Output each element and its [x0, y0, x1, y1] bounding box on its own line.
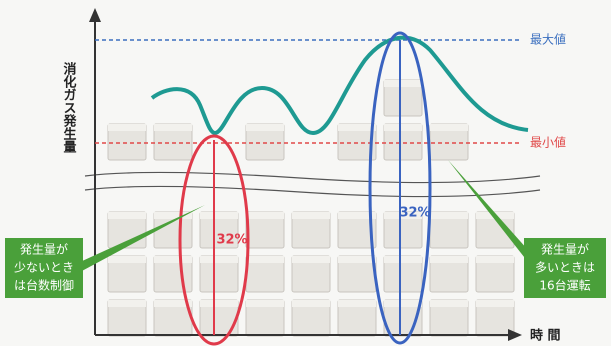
- unit-box-top: [384, 300, 422, 307]
- unit-box-top: [108, 300, 146, 307]
- unit-box-top: [108, 212, 146, 219]
- callout-line: 少ないとき: [14, 261, 74, 275]
- unit-box-top: [154, 256, 192, 263]
- unit-box-top: [338, 124, 376, 131]
- unit-box-top: [246, 212, 284, 219]
- min-label: 最小値: [530, 135, 566, 150]
- unit-box-top: [200, 300, 238, 307]
- diagram: 消化ガス発生量 時 間 最大値 最小値 32% 32% 発生量が少ないときは台数…: [0, 0, 611, 346]
- unit-box-top: [384, 124, 422, 131]
- unit-box-top: [292, 300, 330, 307]
- callout-line: 多いときは: [535, 261, 595, 275]
- unit-box-top: [430, 300, 468, 307]
- unit-box-top: [200, 212, 238, 219]
- callout-line: は台数制御: [14, 278, 74, 293]
- unit-box-top: [430, 124, 468, 131]
- red-percent: 32%: [216, 233, 247, 248]
- y-axis-label: 消化ガス発生量: [61, 61, 78, 154]
- blue-percent: 32%: [399, 206, 430, 221]
- unit-box-top: [384, 256, 422, 263]
- unit-box-top: [476, 300, 514, 307]
- callout-line: 発生量が: [541, 242, 589, 257]
- unit-box-top: [476, 256, 514, 263]
- unit-box-top: [246, 300, 284, 307]
- max-label: 最大値: [530, 32, 566, 47]
- unit-box-top: [338, 300, 376, 307]
- unit-box-top: [246, 256, 284, 263]
- background: [0, 0, 611, 346]
- callout-line: 16台運転: [539, 278, 590, 293]
- unit-box-top: [384, 80, 422, 87]
- unit-box-top: [246, 124, 284, 131]
- unit-box-top: [430, 212, 468, 219]
- unit-box-top: [200, 256, 238, 263]
- unit-box-top: [108, 256, 146, 263]
- x-axis-label: 時 間: [530, 328, 561, 344]
- callout-line: 発生量が: [20, 242, 68, 257]
- unit-box-top: [338, 256, 376, 263]
- unit-box-top: [154, 124, 192, 131]
- unit-box-top: [108, 124, 146, 131]
- unit-box-top: [430, 256, 468, 263]
- unit-box-top: [154, 212, 192, 219]
- unit-box-top: [292, 256, 330, 263]
- unit-box-top: [292, 212, 330, 219]
